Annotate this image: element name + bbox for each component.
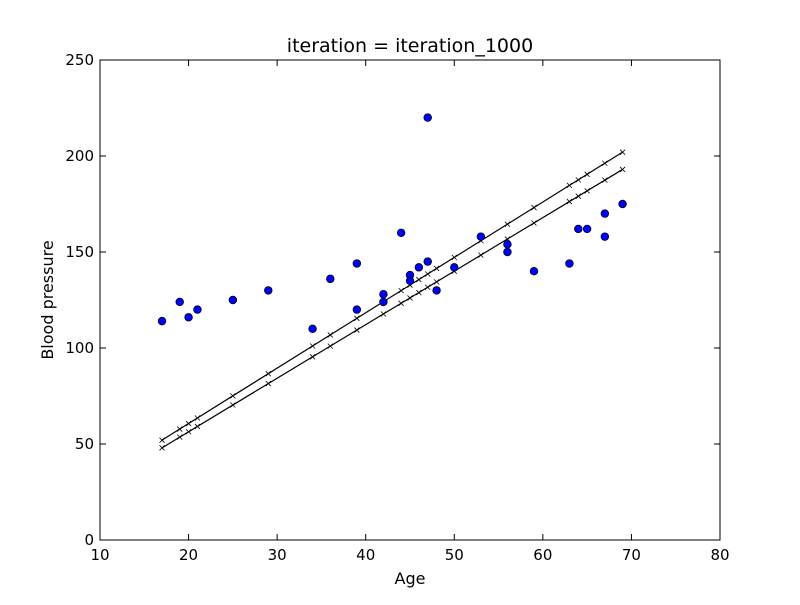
- fit-line-1-marker: [265, 370, 272, 377]
- fit-line-2-marker: [478, 252, 484, 258]
- x-tick-label: 70: [622, 546, 641, 564]
- data-point: [414, 263, 424, 272]
- data-point: [582, 224, 592, 234]
- y-tick-label: 250: [65, 51, 94, 69]
- fit-line-1-marker: [575, 177, 582, 183]
- fit-line-2-marker: [194, 423, 201, 430]
- fit-line-1-marker: [327, 332, 334, 338]
- data-point: [175, 297, 184, 307]
- x-axis-title: Age: [395, 569, 426, 588]
- fit-line-1-marker: [398, 287, 404, 294]
- data-point: [352, 305, 362, 314]
- data-point: [157, 316, 167, 326]
- fit-line-1-marker: [584, 171, 590, 178]
- fit-line-2-marker: [176, 434, 183, 440]
- fit-line-1-marker: [566, 182, 573, 189]
- x-tick-label: 30: [268, 546, 287, 564]
- fit-line-2-marker: [354, 327, 360, 333]
- data-point: [352, 259, 362, 268]
- fit-line-1-marker: [309, 343, 316, 349]
- data-point: [432, 286, 441, 295]
- data-point: [423, 257, 432, 266]
- y-tick-label: 150: [65, 243, 94, 261]
- fit-line-1-marker: [433, 265, 440, 272]
- fit-line-1-marker: [602, 160, 608, 167]
- data-point: [379, 290, 388, 299]
- data-point: [184, 313, 193, 322]
- data-point: [228, 295, 238, 305]
- fit-line-1-marker: [424, 271, 431, 277]
- data-point: [600, 232, 610, 241]
- fit-line-1-marker: [354, 315, 360, 322]
- chart-axes: 10 20 30 40 50 60 70 80 0 50 100 150 200 250: [65, 51, 729, 564]
- data-point: [423, 113, 432, 122]
- fit-line-2-marker: [584, 188, 590, 194]
- fit-line-2-marker: [398, 300, 404, 307]
- fit-line-2-marker: [309, 354, 316, 360]
- fit-line-2-marker: [566, 198, 573, 205]
- plot-area-frame: [99, 59, 721, 541]
- fit-line-1-marker: [194, 415, 201, 421]
- chart-title: iteration = iteration_1000: [287, 35, 533, 57]
- fit-line-2-marker: [619, 166, 626, 173]
- fit-line-1-marker: [185, 420, 192, 427]
- x-tick-label: 60: [533, 546, 552, 564]
- fit-line-2-marker: [531, 220, 537, 226]
- data-point: [618, 199, 627, 209]
- data-point: [503, 247, 512, 257]
- data-point: [379, 297, 388, 307]
- fit-line-1-marker: [416, 276, 422, 283]
- x-tick-label: 80: [710, 546, 729, 564]
- data-point: [308, 324, 317, 333]
- fit-line-1-marker: [504, 221, 511, 227]
- fit-line-2-marker: [575, 193, 582, 199]
- y-tick-label: 0: [84, 531, 94, 549]
- fit-line-2-marker: [380, 311, 387, 317]
- fit-line-2-marker: [265, 380, 272, 387]
- y-axis-title: Blood pressure: [38, 240, 57, 359]
- y-tick-label: 200: [65, 147, 94, 165]
- data-point: [529, 267, 539, 276]
- x-tick-label: 50: [445, 546, 464, 564]
- fit-line-2: [161, 168, 623, 449]
- fit-line-2-marker: [327, 343, 334, 349]
- fit-line-2-marker: [433, 279, 440, 285]
- fit-line-1-marker: [619, 149, 626, 155]
- data-point: [574, 224, 583, 234]
- x-tick-label: 20: [179, 546, 198, 564]
- fit-line-2-marker: [416, 289, 422, 296]
- data-point: [326, 274, 335, 284]
- fit-line-2-marker: [185, 428, 192, 435]
- fit-line-1-marker: [159, 437, 165, 443]
- fit-line-1-marker: [230, 393, 236, 399]
- data-point: [600, 209, 610, 218]
- data-point: [503, 240, 512, 249]
- data-point: [396, 228, 406, 237]
- fit-line-1-marker: [176, 426, 183, 432]
- x-tick-label: 40: [356, 546, 375, 564]
- data-point: [405, 276, 415, 285]
- y-tick-label: 100: [65, 339, 94, 357]
- fit-line-2-marker: [407, 295, 413, 301]
- y-tick-label: 50: [75, 435, 94, 453]
- fit-line-2-marker: [424, 284, 431, 291]
- fit-line-1-marker: [451, 254, 458, 261]
- data-point: [264, 286, 273, 295]
- fit-line-2-marker: [602, 177, 608, 183]
- fit-line-2-marker: [159, 445, 165, 451]
- data-point: [450, 263, 459, 272]
- x-tick-label: 10: [90, 546, 109, 564]
- fit-line-1-marker: [531, 204, 537, 211]
- chart-marks: [157, 113, 627, 451]
- data-point: [476, 232, 486, 241]
- data-point: [565, 259, 574, 268]
- fit-line-1: [161, 151, 623, 441]
- data-point: [193, 305, 202, 314]
- fit-line-2-marker: [230, 402, 236, 408]
